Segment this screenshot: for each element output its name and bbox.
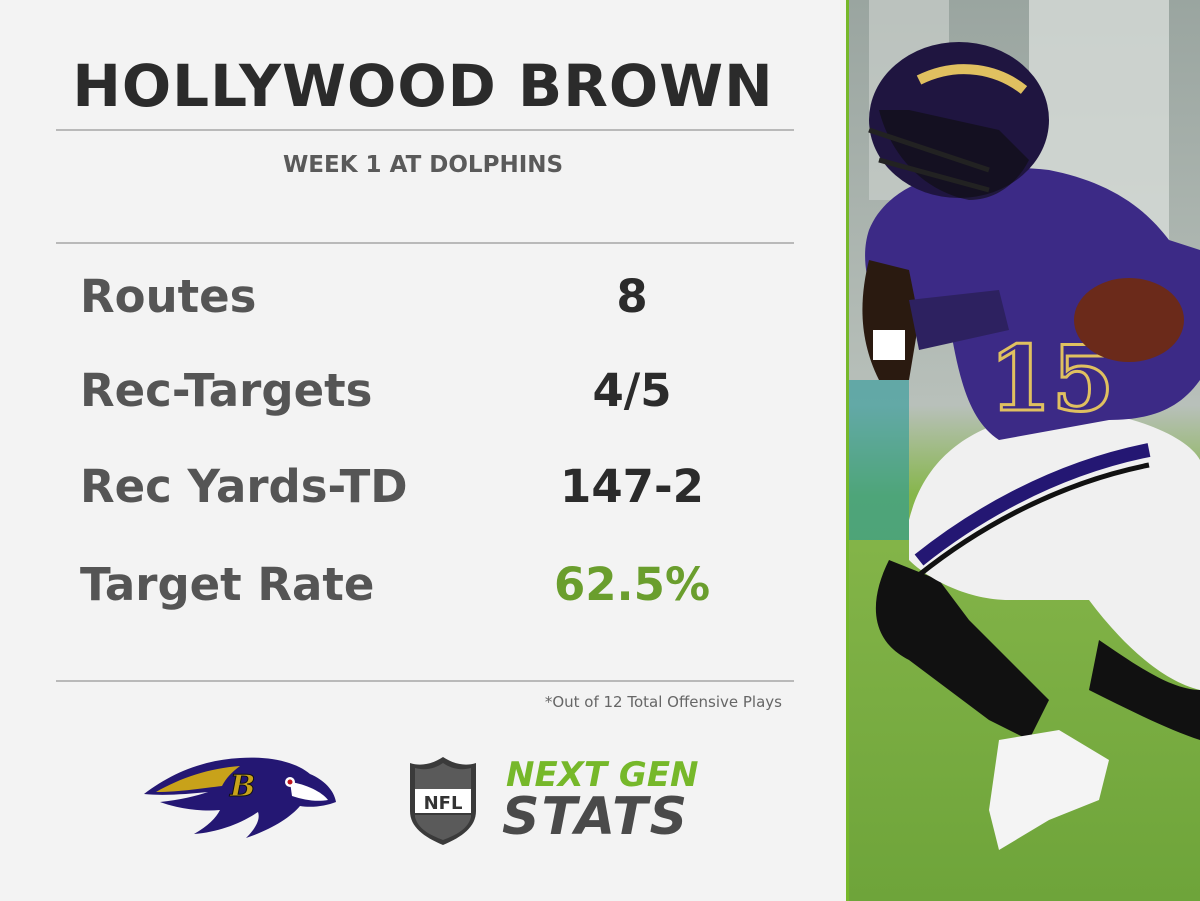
nfl-shield-text: NFL <box>424 793 463 814</box>
player-name: HOLLYWOOD BROWN <box>72 52 774 120</box>
next-gen-stats-logo: NFL NEXT GEN STATS <box>406 755 716 847</box>
stats-panel: HOLLYWOOD BROWN WEEK 1 AT DOLPHINS Route… <box>56 52 794 847</box>
player-photo: 15 <box>849 0 1200 901</box>
ngs-top-text: NEXT GEN <box>506 755 699 795</box>
stat-row-routes: Routes 8 <box>80 270 780 340</box>
stat-label: Routes <box>80 270 257 323</box>
stat-label: Rec Yards-TD <box>80 460 408 513</box>
ravens-logo: B <box>144 757 336 838</box>
stat-value: 8 <box>616 270 648 323</box>
stat-row-rec-yards-td: Rec Yards-TD 147-2 <box>80 460 780 530</box>
title-divider <box>56 129 794 131</box>
nfl-shield-icon: NFL <box>410 757 476 845</box>
footer-divider <box>56 680 794 682</box>
accent-stripe <box>846 0 849 901</box>
ngs-bottom-text: STATS <box>502 787 690 847</box>
game-subtitle: WEEK 1 AT DOLPHINS <box>282 152 564 178</box>
stat-label: Target Rate <box>80 558 375 611</box>
stat-value-highlight: 62.5% <box>553 558 711 611</box>
footnote: *Out of 12 Total Offensive Plays <box>544 693 782 711</box>
stat-label: Rec-Targets <box>80 364 373 417</box>
subtitle-divider <box>56 242 794 244</box>
stat-row-rec-targets: Rec-Targets 4/5 <box>80 364 780 434</box>
jersey-number: 15 <box>989 326 1114 432</box>
svg-text:B: B <box>229 769 255 804</box>
stat-value: 4/5 <box>592 364 672 417</box>
stat-row-target-rate: Target Rate 62.5% <box>80 558 780 628</box>
stat-value: 147-2 <box>560 460 704 513</box>
